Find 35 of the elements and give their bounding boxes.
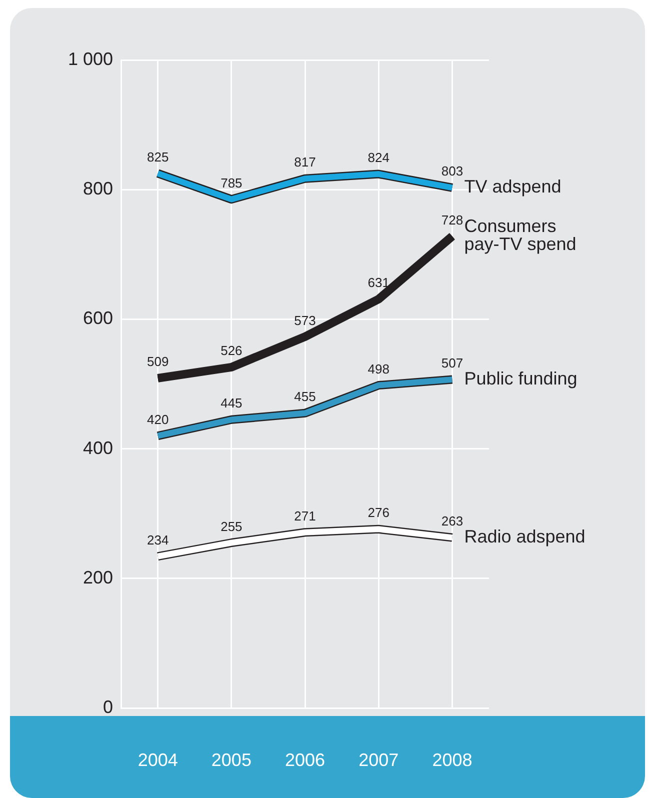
data-label: 255 — [220, 518, 242, 534]
data-label: 573 — [294, 312, 316, 328]
data-label: 803 — [441, 164, 464, 179]
series-label: Consumers pay-TV spend — [464, 216, 576, 254]
data-label: 526 — [220, 343, 242, 358]
series-label: Public funding — [464, 368, 578, 388]
data-label: 817 — [294, 154, 316, 170]
data-label: 785 — [220, 175, 242, 190]
y-tick-label: 1 000 — [68, 48, 114, 69]
data-label: 498 — [368, 361, 390, 376]
data-label: 455 — [294, 389, 316, 404]
data-label: 271 — [294, 508, 316, 524]
data-label: 509 — [146, 354, 169, 370]
y-tick-label: 0 — [103, 696, 114, 717]
data-label: 445 — [220, 396, 242, 411]
data-label: 825 — [146, 149, 169, 164]
series-label: TV adspend — [464, 176, 562, 197]
data-label: 263 — [441, 514, 464, 529]
data-label: 276 — [368, 505, 390, 520]
data-label: 631 — [368, 275, 390, 290]
x-tick-label: 2007 — [358, 750, 399, 770]
data-label: 824 — [368, 150, 390, 166]
x-tick-label: 2006 — [285, 750, 326, 770]
series-label: Radio adspend — [464, 526, 586, 547]
x-tick-label: 2008 — [432, 750, 472, 770]
x-tick-label: 2004 — [138, 750, 178, 770]
data-label: 507 — [441, 356, 464, 371]
data-label: 728 — [441, 212, 464, 228]
data-label: 420 — [146, 412, 169, 427]
data-label: 234 — [146, 532, 169, 548]
y-tick-label: 600 — [82, 308, 114, 328]
y-tick-label: 400 — [82, 438, 114, 458]
y-tick-label: 800 — [82, 178, 114, 199]
y-tick-label: 200 — [82, 567, 114, 588]
x-tick-label: 2005 — [211, 750, 252, 770]
